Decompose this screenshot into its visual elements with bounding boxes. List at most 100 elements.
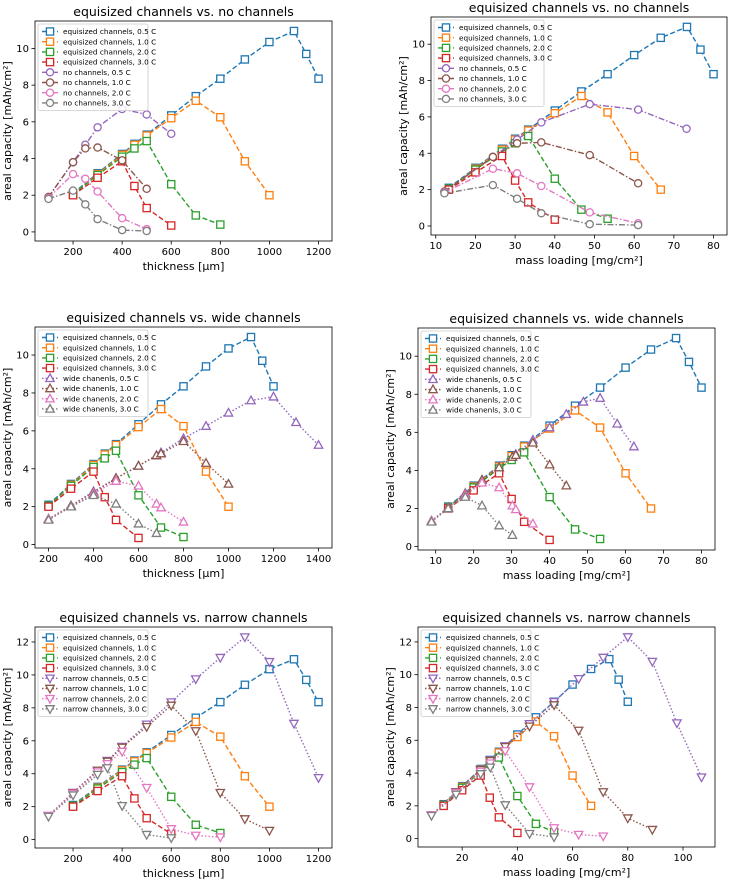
legend-item: no channels, 2.0 C [42, 88, 131, 97]
legend-item: equisized channels, 3.0 C [425, 664, 539, 673]
legend-item: equisized channels, 2.0 C [42, 354, 156, 363]
x-tick-label: 200 [63, 247, 82, 258]
series-no-channels-0-5-c [44, 104, 176, 202]
y-tick-label: 6 [406, 736, 412, 747]
x-tick-label: 1200 [261, 554, 286, 565]
legend-item: no channels, 2.0 C [438, 84, 527, 93]
data-point [549, 731, 559, 741]
legend-label: equisized channels, 1.0 C [446, 643, 539, 652]
data-point [586, 801, 596, 811]
data-point [550, 174, 560, 183]
x-tick-label: 1400 [306, 554, 331, 565]
legend-marker [44, 674, 56, 685]
series-line [444, 167, 639, 224]
legend-item: equisized channels, 0.5 C [42, 633, 156, 642]
legend: equisized channels, 0.5 C equisized chann… [37, 329, 156, 417]
legend-label: narrow channels, 2.0 C [63, 694, 147, 703]
data-point [647, 657, 658, 668]
legend-marker [44, 403, 56, 413]
data-point [512, 169, 522, 178]
x-tick-label: 60 [566, 853, 579, 864]
x-tick-label: 600 [162, 854, 181, 865]
data-point [577, 205, 586, 214]
chart-title: equisized channels vs. wide channels [66, 310, 300, 325]
data-point [151, 498, 162, 508]
legend-item: equisized channels, 1.0 C [438, 33, 552, 42]
legend-item: wide chanenls, 0.5 C [42, 372, 139, 383]
y-tick-label: 8 [406, 390, 412, 401]
data-point [102, 764, 113, 774]
legend-item: wide chanenls, 1.0 C [42, 382, 139, 393]
data-point [268, 391, 279, 401]
data-point [597, 788, 609, 798]
y-tick-label: 8 [23, 703, 29, 714]
axes-frame [417, 626, 716, 848]
data-point [44, 194, 53, 204]
x-tick-label: 80 [621, 853, 634, 864]
data-point [646, 345, 656, 354]
data-point [709, 69, 718, 79]
y-tick-label: 8 [23, 81, 29, 92]
series-no-channels-3-0-c [44, 186, 151, 236]
data-point [264, 826, 275, 837]
data-point [313, 773, 324, 784]
data-point [116, 747, 128, 758]
data-point [537, 209, 546, 218]
data-point [614, 675, 623, 684]
legend-marker [45, 343, 55, 352]
legend-label: narrow channels, 1.0 C [63, 684, 147, 693]
data-point [224, 344, 233, 353]
data-point [43, 514, 54, 524]
series-line [431, 704, 653, 831]
y-tick-label: 6 [406, 428, 412, 439]
y-axis-label: areal capacity [mAh/cm²] [1, 368, 14, 508]
legend-item: no channels, 3.0 C [42, 99, 131, 108]
data-point [440, 189, 449, 198]
data-point [81, 174, 90, 183]
data-point [240, 680, 250, 690]
data-point [216, 220, 225, 229]
legend-item: equisized channels, 0.5 C [42, 333, 156, 342]
data-point [110, 498, 122, 508]
legend-label: equisized channels, 2.0 C [446, 654, 539, 663]
data-point [493, 519, 505, 530]
legend-label: wide chanenls, 2.0 C [446, 395, 522, 404]
legend-marker [45, 88, 55, 97]
series-line [72, 99, 270, 196]
y-tick-label: 0 [23, 835, 29, 846]
x-tick-label: 1000 [216, 554, 241, 565]
legend-item: wide chanenls, 3.0 C [425, 404, 522, 415]
data-point [426, 516, 437, 526]
data-point [568, 771, 577, 780]
data-point [142, 813, 151, 823]
series-equisized-channels-3-0-c [443, 469, 554, 545]
data-point [93, 123, 102, 132]
x-tick-label: 800 [174, 554, 193, 565]
series-line [444, 141, 639, 193]
subplot-6: 20 40 60 80 100 0 2 4 6 8 10 12 equisized channels v… [384, 610, 716, 879]
legend-label: equisized channels, 1.0 C [459, 33, 552, 42]
data-point [93, 143, 102, 152]
data-point [568, 680, 577, 689]
data-point [223, 407, 234, 417]
legend-item: narrow channels, 2.0 C [425, 694, 530, 705]
data-point [130, 794, 139, 803]
data-point [531, 819, 541, 829]
data-point [561, 408, 572, 419]
legend-label: wide chanenls, 3.0 C [446, 406, 522, 415]
legend-item: equisized channels, 0.5 C [42, 27, 156, 36]
data-point [68, 186, 78, 195]
legend-marker [45, 653, 55, 663]
legend-marker [45, 47, 55, 57]
data-point [595, 534, 605, 544]
data-point [646, 504, 656, 513]
data-point [585, 208, 594, 217]
series-line [444, 103, 687, 193]
legend-label: equisized channels, 3.0 C [63, 58, 156, 67]
x-tick-label: 1000 [257, 247, 282, 258]
legend-item: narrow channels, 3.0 C [425, 705, 530, 715]
legend-label: equisized channels, 0.5 C [63, 633, 156, 642]
series-equisized-channels-3-0-c [68, 771, 176, 839]
legend-label: no channels, 1.0 C [459, 74, 527, 83]
data-point [450, 790, 462, 801]
